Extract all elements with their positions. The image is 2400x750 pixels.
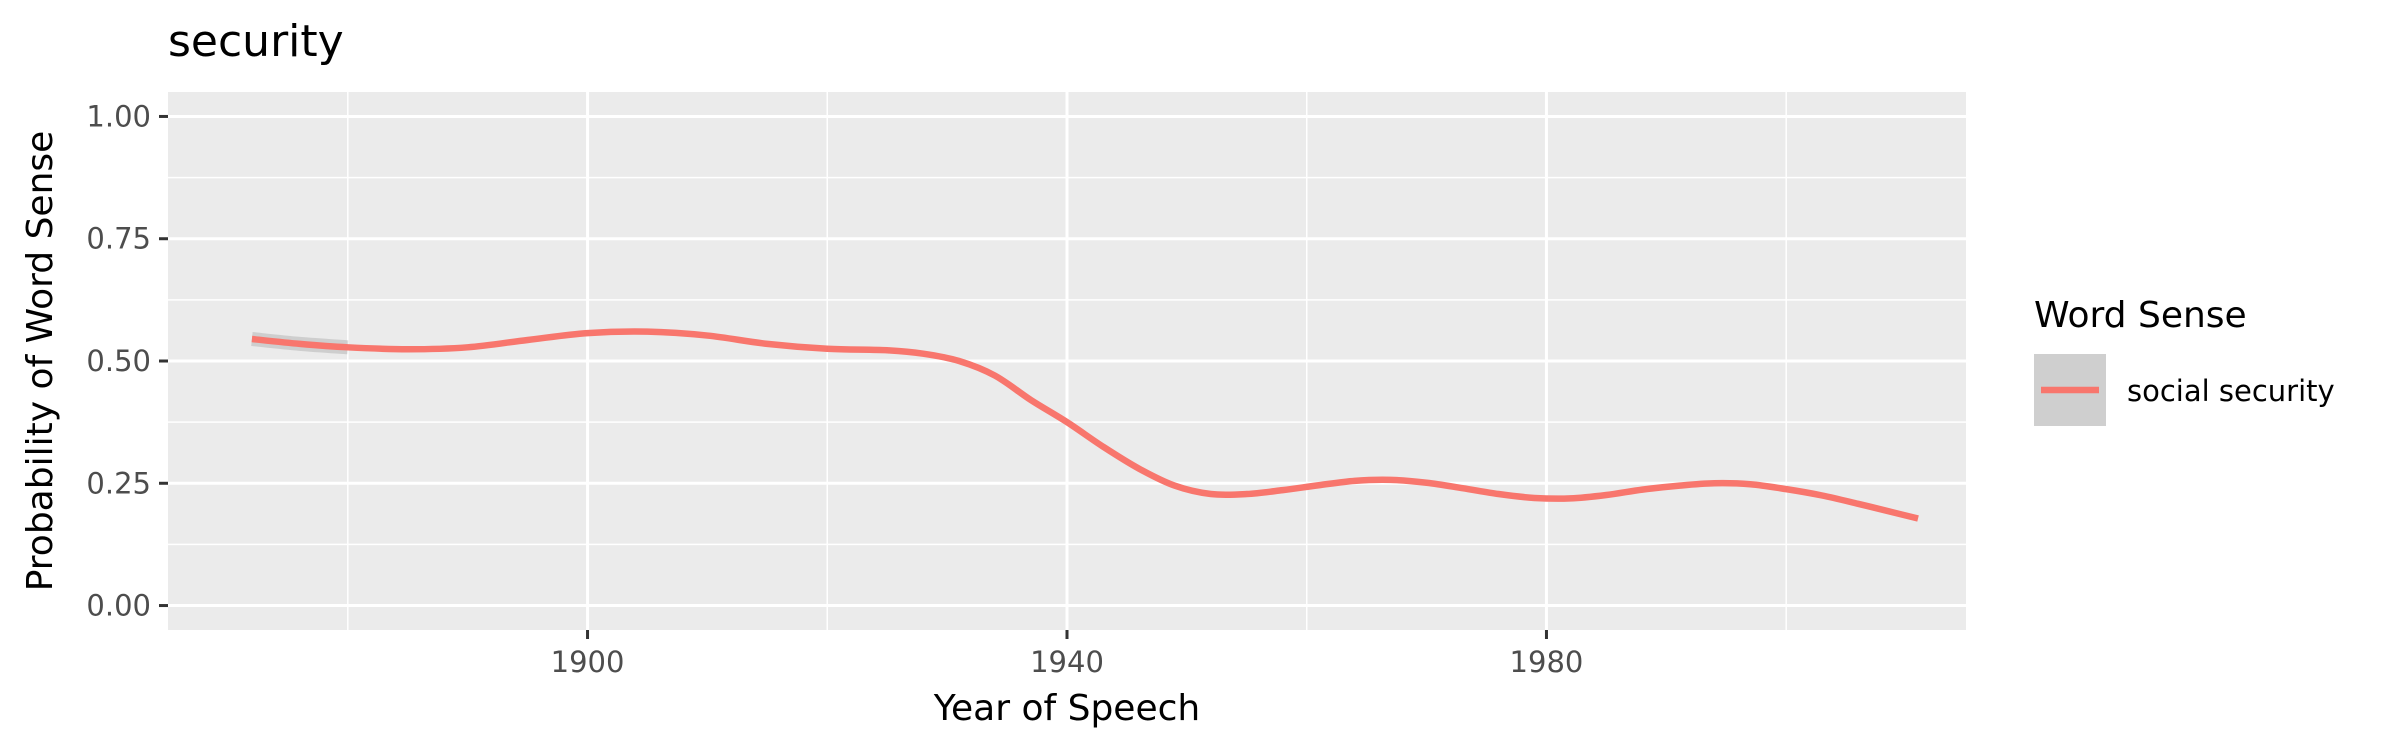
series-line-0 [251, 328, 1919, 522]
y-tick-label: 0.00 [86, 589, 151, 623]
y-tick-label: 0.25 [86, 466, 151, 500]
y-axis: 0.00 0.25 0.50 0.75 1.00 [86, 99, 168, 623]
y-axis-title: Probability of Word Sense [20, 131, 61, 592]
chart-title: security [168, 16, 344, 67]
y-tick-label: 0.50 [86, 344, 151, 378]
y-tick-label: 0.75 [86, 222, 151, 256]
x-tick-label: 1940 [1030, 645, 1104, 679]
x-tick-label: 1900 [551, 645, 625, 679]
legend-title: Word Sense [2034, 295, 2247, 336]
legend: Word Sense social security [2034, 295, 2335, 426]
series-lines [251, 328, 1919, 522]
major-gridlines [168, 92, 1966, 630]
x-tick-label: 1980 [1510, 645, 1584, 679]
legend-label-0: social security [2127, 374, 2335, 408]
x-axis-title: Year of Speech [933, 688, 1200, 729]
x-axis: 1900 1940 1980 [551, 630, 1584, 679]
y-tick-label: 1.00 [86, 99, 151, 133]
